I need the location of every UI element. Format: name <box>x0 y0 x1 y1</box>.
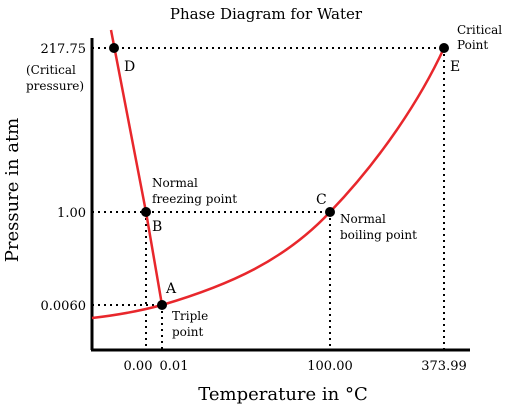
point-c <box>325 207 335 217</box>
y-tick-note: (Critical <box>26 63 76 77</box>
phase-curves <box>91 29 446 320</box>
y-tick-label: 1.00 <box>57 206 86 221</box>
point-d <box>109 43 119 53</box>
fusion-curve <box>109 29 164 306</box>
x-tick-label: 0.00 <box>124 359 153 374</box>
guide-lines <box>92 47 445 350</box>
y-axis-title: Pressure in atm <box>2 118 23 263</box>
key-points <box>109 43 449 310</box>
annotation-triple: Triple <box>172 309 208 323</box>
annotation-freezing: Normal <box>152 176 198 190</box>
annotation-freezing: freezing point <box>152 192 237 206</box>
point-letter-c: C <box>316 192 327 208</box>
point-letter-d: D <box>124 59 135 75</box>
point-letter-a: A <box>165 281 177 297</box>
point-letter-b: B <box>152 219 162 235</box>
annotation-boiling: Normal <box>340 212 386 226</box>
sublimation-curve <box>91 303 163 320</box>
point-letter-e: E <box>450 59 460 75</box>
y-tick-note: pressure) <box>26 79 84 93</box>
chart-title: Phase Diagram for Water <box>170 5 363 23</box>
point-b <box>141 207 151 217</box>
x-tick-label: 373.99 <box>421 359 467 374</box>
annotation-triple: point <box>172 325 203 339</box>
point-a <box>157 300 167 310</box>
annotation-critical: Critical <box>457 23 502 37</box>
y-tick-label: 217.75 <box>41 42 87 57</box>
x-tick-label: 100.00 <box>307 359 353 374</box>
point-e <box>439 43 449 53</box>
x-axis-title: Temperature in °C <box>198 384 368 405</box>
y-tick-label: 0.0060 <box>41 299 87 314</box>
x-tick-label: 0.01 <box>160 359 189 374</box>
vaporization-curve <box>161 47 446 307</box>
annotation-boiling: boiling point <box>340 228 417 242</box>
annotation-critical: Point <box>457 38 488 52</box>
